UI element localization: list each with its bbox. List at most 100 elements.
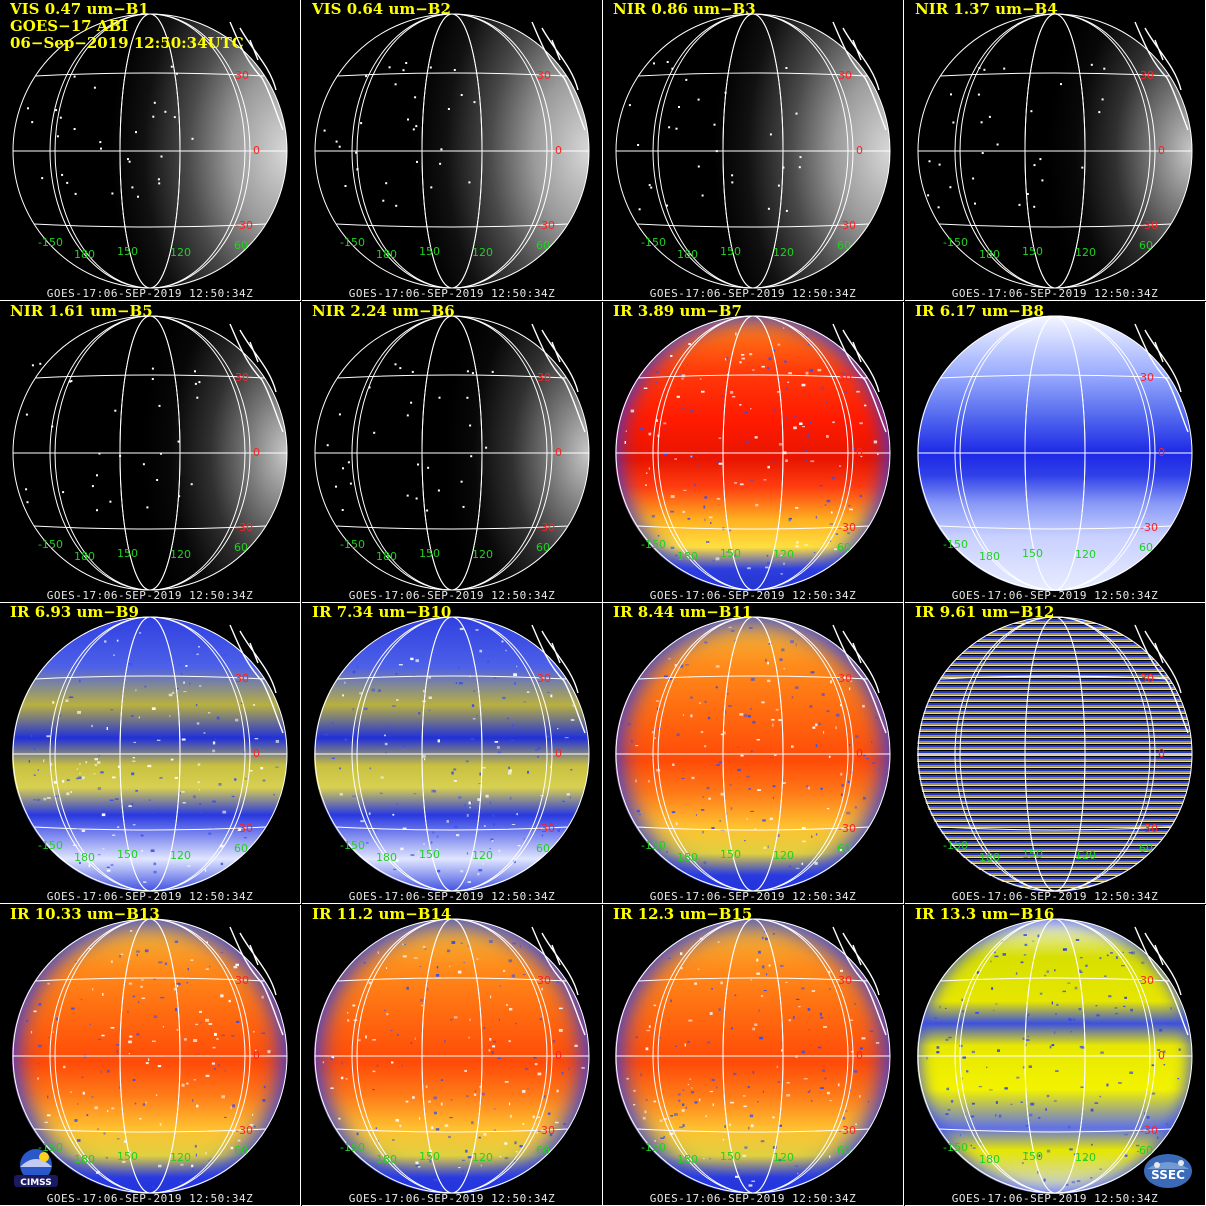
island-dot: [152, 115, 155, 118]
cloud-speck: [469, 806, 471, 809]
lat-line-30: [940, 675, 1170, 680]
coastline: [1134, 323, 1189, 433]
cloud-speck: [860, 455, 863, 458]
cloud-speck: [564, 737, 569, 739]
cloud-speck: [93, 773, 96, 775]
island-dot: [415, 125, 418, 128]
cloud-speck: [750, 479, 754, 481]
cloud-speck: [667, 957, 671, 959]
cloud-speck: [444, 1040, 446, 1043]
cloud-speck: [648, 780, 650, 783]
longitude-label: 120: [1075, 1151, 1096, 1164]
cloud-speck: [417, 850, 419, 853]
cloud-speck: [792, 1016, 795, 1019]
cloud-speck: [75, 961, 78, 963]
island-dot: [407, 118, 409, 121]
longitude-label: 60: [1139, 1144, 1153, 1157]
cloud-speck: [698, 702, 702, 704]
cloud-speck: [79, 861, 81, 864]
cloud-speck: [624, 441, 626, 444]
cloud-speck: [993, 951, 996, 954]
cloud-speck: [138, 632, 142, 634]
cloud-speck: [435, 1128, 440, 1131]
meridian-line: [54, 616, 246, 892]
cloud-speck: [749, 1114, 754, 1118]
band-title: IR 11.2 um−B14: [312, 905, 452, 923]
cloud-speck: [76, 768, 79, 770]
cloud-speck: [767, 661, 769, 665]
cloud-speck: [232, 1104, 235, 1108]
longitude-label: 60: [837, 1144, 851, 1157]
cloud-speck: [153, 642, 155, 645]
cloud-speck: [537, 755, 539, 758]
cloud-speck: [767, 562, 771, 565]
cloud-speck: [802, 840, 806, 843]
cloud-speck: [630, 409, 635, 413]
cloud-speck: [182, 802, 186, 804]
island-dot: [462, 505, 465, 508]
meridian-line: [54, 13, 246, 289]
cloud-speck: [132, 757, 135, 759]
island-dot: [158, 182, 161, 185]
cloud-speck: [331, 757, 335, 759]
island-dot: [731, 181, 734, 184]
cloud-speck: [114, 798, 119, 800]
cloud-speck: [848, 485, 850, 487]
cloud-speck: [206, 941, 208, 944]
cloud-speck: [473, 690, 476, 692]
cloud-speck: [978, 1086, 982, 1088]
cloud-speck: [244, 778, 247, 780]
cloud-speck: [499, 985, 501, 987]
island-dot: [365, 75, 368, 78]
cloud-speck: [630, 740, 633, 743]
cloud-speck: [134, 1102, 137, 1105]
cloud-speck: [750, 810, 754, 812]
island-dot: [769, 133, 772, 136]
cloud-speck: [782, 782, 786, 784]
cloud-speck: [220, 862, 224, 866]
cloud-speck: [669, 1132, 674, 1135]
cloud-speck: [702, 830, 704, 834]
cloud-speck: [828, 755, 831, 758]
island-dot: [394, 363, 397, 366]
lat-line-30: [337, 374, 567, 379]
cloud-speck: [138, 1001, 140, 1004]
cloud-speck: [100, 771, 104, 774]
latitude-label: 0: [856, 446, 863, 459]
cloud-speck: [375, 1127, 377, 1129]
cloud-speck: [709, 1091, 714, 1093]
cloud-speck: [1002, 953, 1006, 956]
cloud-speck: [994, 955, 999, 958]
cloud-speck: [823, 731, 825, 734]
cloud-speck: [483, 1133, 487, 1136]
longitude-label: 120: [773, 548, 794, 561]
cloud-speck: [703, 505, 706, 509]
cloud-speck: [132, 760, 136, 762]
cloud-speck: [261, 995, 264, 999]
cloud-speck: [508, 1102, 511, 1106]
cloud-speck: [961, 998, 964, 1002]
cloud-speck: [195, 1153, 197, 1157]
cloud-speck: [241, 702, 243, 704]
cloud-speck: [503, 969, 506, 972]
cloud-speck: [507, 717, 510, 720]
latitude-label: 30: [1140, 672, 1154, 685]
cloud-speck: [652, 731, 654, 734]
band-title: IR 6.17 um−B8: [915, 302, 1044, 320]
band-panel: 30 0 -30 -150 180 150 120 60 IR 3.89 um−B7 GOES-1…: [603, 302, 904, 603]
cloud-speck: [1030, 1102, 1035, 1106]
latitude-label: 0: [555, 1049, 562, 1062]
cloud-speck: [675, 554, 678, 557]
cloud-speck: [1046, 1149, 1051, 1153]
island-dot: [131, 186, 134, 189]
cloud-speck: [275, 740, 279, 743]
cloud-speck: [1080, 1086, 1084, 1088]
cloud-speck: [653, 1004, 657, 1007]
cloud-speck: [275, 766, 279, 768]
cloud-speck: [732, 396, 736, 398]
cloud-speck: [405, 1100, 409, 1103]
longitude-label: 120: [472, 246, 493, 259]
cloud-speck: [1046, 970, 1049, 973]
